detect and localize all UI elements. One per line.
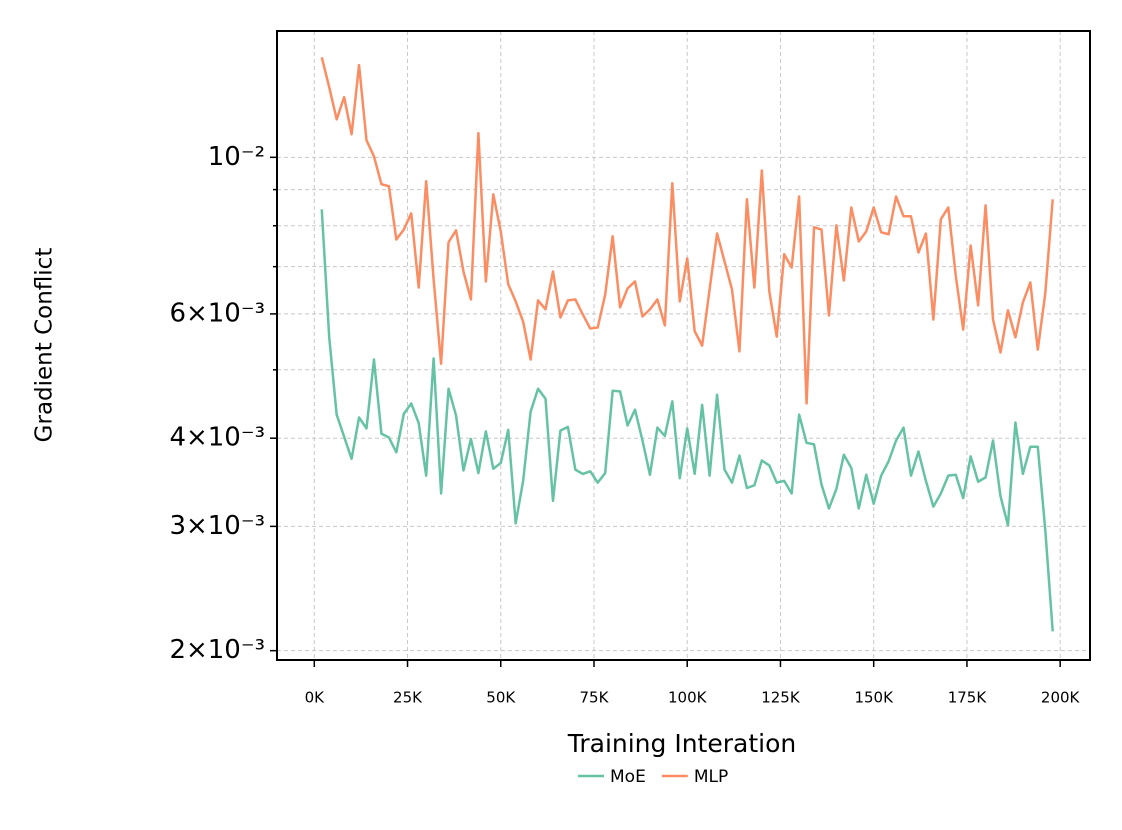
x-axis-label: Training Interation bbox=[567, 729, 796, 758]
x-tick-label: 50K bbox=[486, 689, 516, 707]
x-tick-label: 200K bbox=[1041, 689, 1081, 707]
y-tick-label: 3×10⁻³ bbox=[169, 511, 265, 541]
y-tick-label: 4×10⁻³ bbox=[169, 423, 265, 453]
x-tick-label: 100K bbox=[668, 689, 708, 707]
y-tick-label: 2×10⁻³ bbox=[169, 635, 265, 665]
y-axis-label: Gradient Conflict bbox=[32, 248, 58, 443]
x-tick-label: 150K bbox=[854, 689, 894, 707]
x-tick-label: 125K bbox=[761, 689, 801, 707]
line-series bbox=[320, 209, 1054, 632]
x-tick-label: 0K bbox=[305, 689, 326, 707]
x-tick-label: 75K bbox=[580, 689, 610, 707]
line-series bbox=[320, 56, 1054, 405]
legend-label: MLP bbox=[694, 767, 728, 787]
x-tick-label: 175K bbox=[948, 689, 988, 707]
x-tick-label: 25K bbox=[393, 689, 423, 707]
y-tick-label: 6×10⁻³ bbox=[169, 298, 265, 328]
y-tick-label: 10⁻² bbox=[208, 142, 265, 172]
plot-frame bbox=[276, 30, 1091, 661]
plot-lines bbox=[320, 56, 1054, 632]
legend-label: MoE bbox=[610, 767, 646, 787]
legend: MoE MLP bbox=[578, 767, 728, 787]
grid bbox=[277, 31, 1090, 660]
